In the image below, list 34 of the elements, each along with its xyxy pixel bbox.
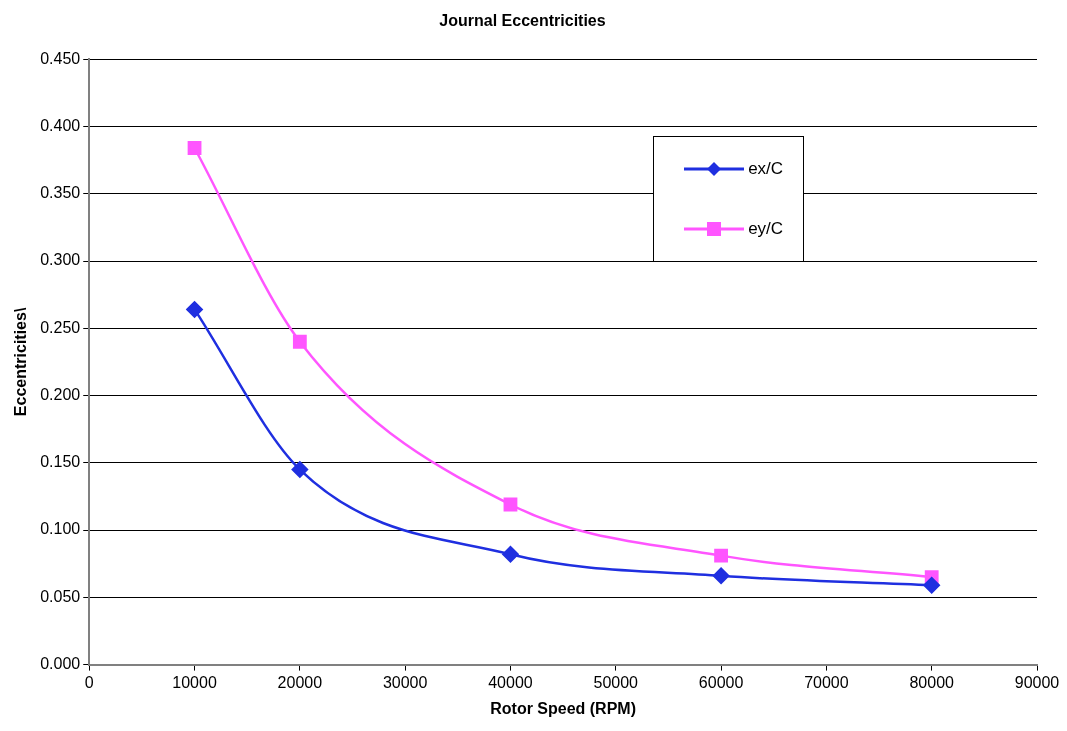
y-tick-label: 0.000 bbox=[40, 655, 81, 673]
x-tick-label: 10000 bbox=[172, 673, 217, 691]
x-tick-label: 50000 bbox=[593, 673, 639, 691]
x-tick-label: 60000 bbox=[698, 673, 744, 691]
y-tick-label: 0.250 bbox=[40, 318, 81, 336]
x-tick-label: 80000 bbox=[909, 673, 955, 691]
point bbox=[291, 461, 309, 478]
point bbox=[186, 301, 203, 318]
y-tick-label: 0.450 bbox=[40, 49, 81, 67]
x-tick-label: 90000 bbox=[1014, 673, 1060, 691]
point bbox=[187, 141, 202, 155]
y-tick-label: 0.400 bbox=[40, 116, 81, 134]
x-tick-label: 40000 bbox=[488, 673, 533, 691]
legend-label: ey/C bbox=[748, 219, 784, 240]
point bbox=[714, 548, 728, 563]
y-tick-label: 0.300 bbox=[40, 251, 81, 269]
point bbox=[292, 334, 307, 349]
y-tick-label: 0.200 bbox=[40, 385, 81, 403]
legend-label: ex/C bbox=[748, 159, 784, 180]
y-tick-label: 0.100 bbox=[40, 520, 81, 538]
x-axis-title: Rotor Speed (RPM) bbox=[490, 699, 637, 717]
x-tick-label: 0 bbox=[84, 673, 94, 691]
y-tick-label: 0.150 bbox=[40, 453, 81, 471]
y-tick-label: 0.050 bbox=[40, 587, 81, 605]
y-tick-label: 0.350 bbox=[40, 184, 81, 202]
y-axis-title: Eccentricities\ bbox=[12, 307, 30, 417]
chart-title: Journal Eccentricities bbox=[439, 12, 606, 30]
point bbox=[502, 546, 519, 563]
point bbox=[712, 567, 730, 585]
x-tick-label: 70000 bbox=[804, 673, 849, 691]
point bbox=[923, 576, 940, 594]
x-tick-label: 20000 bbox=[277, 673, 323, 691]
x-tick-label: 30000 bbox=[382, 673, 428, 691]
point bbox=[503, 497, 518, 512]
